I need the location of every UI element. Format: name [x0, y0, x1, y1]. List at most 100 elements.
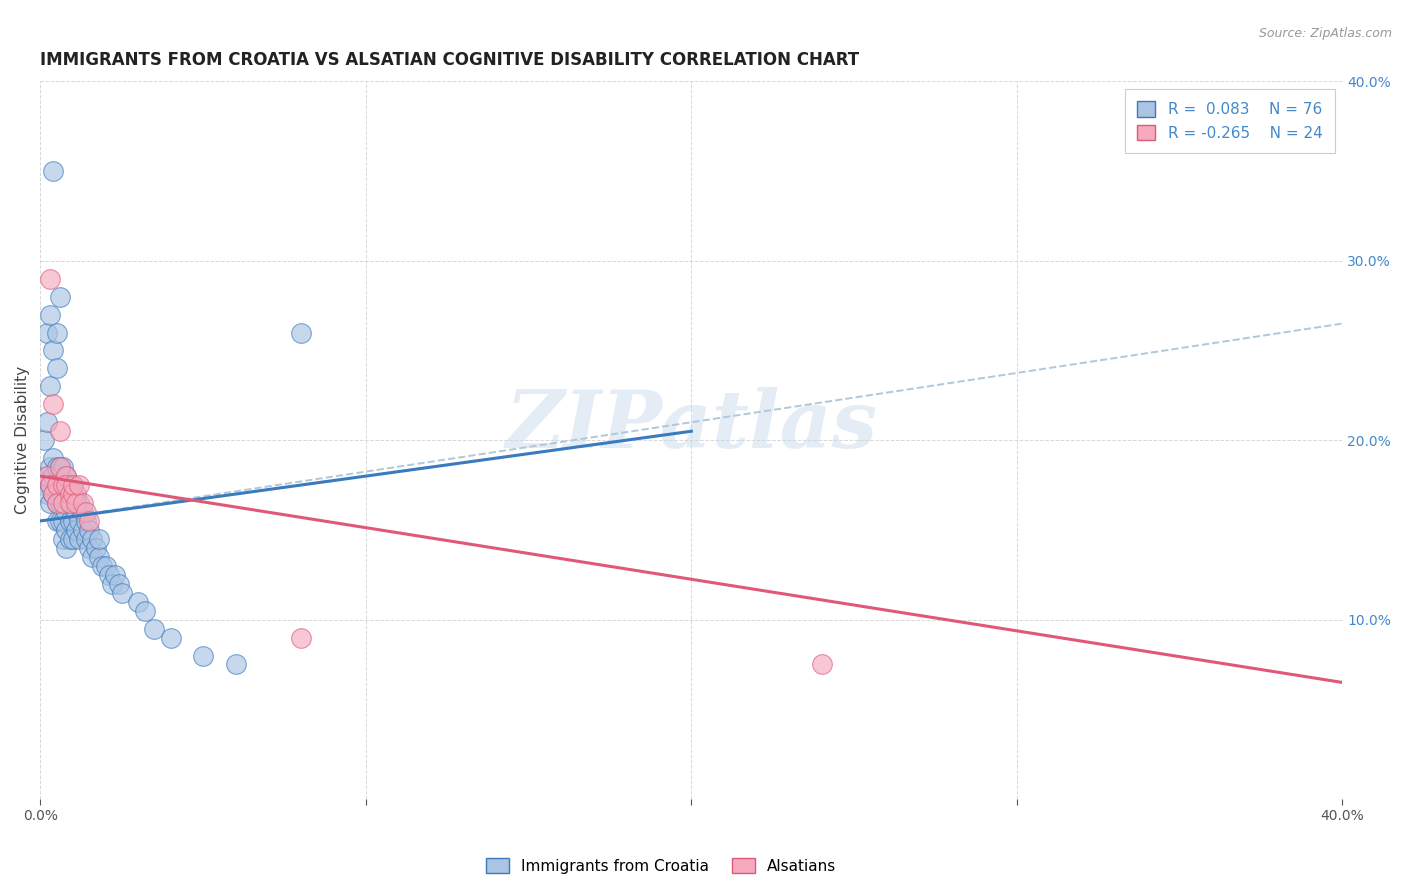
Point: [62, 478, 84, 492]
Point: [32, 434, 55, 448]
Point: [45, 478, 67, 492]
Point: [225, 657, 247, 672]
Point: [49, 478, 72, 492]
Point: [62, 478, 84, 492]
Point: [55, 487, 77, 501]
Point: [49, 424, 72, 438]
Point: [39, 308, 62, 322]
Point: [94, 558, 117, 573]
Point: [52, 532, 75, 546]
Point: [49, 460, 72, 475]
Point: [39, 496, 62, 510]
Point: [62, 487, 84, 501]
Point: [84, 541, 107, 555]
Point: [82, 532, 104, 546]
Point: [91, 558, 114, 573]
Point: [39, 460, 62, 475]
Point: [45, 496, 67, 510]
Point: [72, 523, 94, 537]
Point: [42, 451, 65, 466]
Point: [75, 532, 97, 546]
Point: [810, 657, 832, 672]
Point: [42, 397, 65, 411]
Point: [52, 496, 75, 510]
Legend: Immigrants from Croatia, Alsatians: Immigrants from Croatia, Alsatians: [479, 852, 842, 880]
Point: [127, 595, 149, 609]
Point: [59, 496, 82, 510]
Legend: R =  0.083    N = 76, R = -0.265    N = 24: R = 0.083 N = 76, R = -0.265 N = 24: [1125, 89, 1334, 153]
Point: [52, 496, 75, 510]
Point: [52, 514, 75, 528]
Point: [39, 379, 62, 393]
Text: IMMIGRANTS FROM CROATIA VS ALSATIAN COGNITIVE DISABILITY CORRELATION CHART: IMMIGRANTS FROM CROATIA VS ALSATIAN COGN…: [41, 51, 859, 69]
Point: [55, 469, 77, 483]
Point: [42, 343, 65, 358]
Point: [111, 585, 134, 599]
Point: [42, 487, 65, 501]
Point: [35, 469, 58, 483]
Point: [191, 648, 214, 663]
Point: [65, 496, 87, 510]
Point: [45, 460, 67, 475]
Point: [35, 487, 58, 501]
Point: [62, 496, 84, 510]
Point: [55, 505, 77, 519]
Point: [35, 469, 58, 483]
Point: [107, 576, 129, 591]
Point: [290, 631, 312, 645]
Point: [45, 361, 67, 376]
Point: [59, 487, 82, 501]
Point: [59, 496, 82, 510]
Point: [35, 415, 58, 429]
Point: [42, 469, 65, 483]
Point: [45, 496, 67, 510]
Point: [75, 505, 97, 519]
Point: [39, 478, 62, 492]
Point: [75, 514, 97, 528]
Text: ZIPatlas: ZIPatlas: [505, 387, 877, 465]
Point: [134, 604, 156, 618]
Point: [42, 164, 65, 178]
Point: [72, 496, 94, 510]
Point: [55, 469, 77, 483]
Point: [69, 478, 91, 492]
Point: [59, 532, 82, 546]
Point: [49, 514, 72, 528]
Point: [49, 460, 72, 475]
Point: [52, 478, 75, 492]
Point: [69, 514, 91, 528]
Point: [69, 496, 91, 510]
Point: [39, 271, 62, 285]
Point: [101, 576, 124, 591]
Y-axis label: Cognitive Disability: Cognitive Disability: [15, 366, 30, 515]
Point: [159, 631, 181, 645]
Point: [77, 514, 100, 528]
Point: [87, 549, 110, 564]
Point: [45, 326, 67, 340]
Point: [52, 478, 75, 492]
Point: [82, 549, 104, 564]
Point: [65, 505, 87, 519]
Point: [39, 478, 62, 492]
Point: [49, 496, 72, 510]
Point: [290, 326, 312, 340]
Point: [35, 326, 58, 340]
Point: [72, 505, 94, 519]
Point: [52, 460, 75, 475]
Point: [97, 567, 120, 582]
Point: [49, 290, 72, 304]
Point: [77, 523, 100, 537]
Point: [104, 567, 127, 582]
Point: [87, 532, 110, 546]
Point: [62, 532, 84, 546]
Point: [45, 514, 67, 528]
Point: [65, 487, 87, 501]
Point: [77, 541, 100, 555]
Point: [59, 514, 82, 528]
Point: [32, 478, 55, 492]
Point: [65, 523, 87, 537]
Point: [143, 622, 166, 636]
Text: Source: ZipAtlas.com: Source: ZipAtlas.com: [1258, 27, 1392, 40]
Point: [55, 478, 77, 492]
Point: [45, 478, 67, 492]
